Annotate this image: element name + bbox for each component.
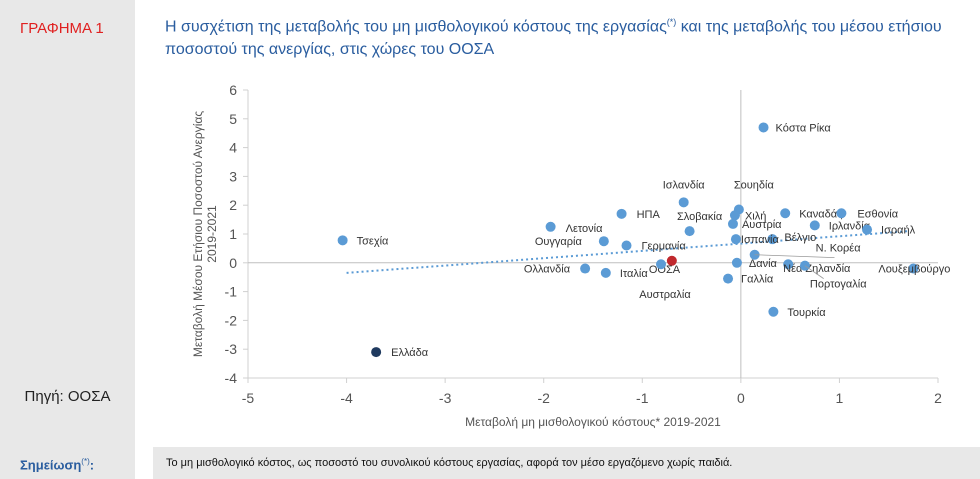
data-point <box>723 273 734 284</box>
data-point-label: Ιρλανδία <box>829 220 871 232</box>
chart-title: Η συσχέτιση της μεταβολής του μη μισθολο… <box>165 11 965 61</box>
y-axis-label-line1: Μεταβολή Μέσου Ετήσιου Ποσοστού Ανεργίας <box>191 111 205 357</box>
data-point <box>666 255 677 266</box>
y-tick-label: -2 <box>225 312 238 328</box>
note-colon: : <box>89 457 95 473</box>
data-point <box>758 122 769 133</box>
data-point-label: Εσθονία <box>857 208 898 220</box>
data-point-label: Καναδάς <box>799 208 842 220</box>
x-tick-label: -4 <box>340 390 353 406</box>
y-tick-label: 4 <box>229 140 237 156</box>
data-point <box>729 210 740 221</box>
data-point <box>598 236 609 247</box>
left-panel <box>0 0 135 447</box>
data-point-label: Δανία <box>749 258 778 270</box>
label-leader-line <box>804 265 824 279</box>
title-footnote-mark: (*) <box>666 17 677 27</box>
label-leader-line <box>754 254 835 259</box>
y-tick-label: 0 <box>229 255 237 271</box>
data-point-label: Τουρκία <box>787 307 826 319</box>
x-tick-label: -3 <box>439 390 452 406</box>
y-tick-label: 2 <box>229 197 237 213</box>
data-point <box>767 234 778 245</box>
data-point <box>862 224 873 235</box>
title-main: Η συσχέτιση της μεταβολής του μη μισθολο… <box>165 18 667 36</box>
data-point-label: Ελλάδα <box>391 347 429 359</box>
data-point <box>783 259 794 270</box>
data-point-label: Χιλή <box>745 210 766 222</box>
data-point <box>727 218 738 229</box>
data-point-label: Κόστα Ρίκα <box>776 122 832 134</box>
y-tick-label: -4 <box>225 370 238 386</box>
data-point <box>768 306 779 317</box>
data-point <box>656 259 667 270</box>
x-tick-label: -1 <box>636 390 649 406</box>
data-point-label: Σουηδία <box>734 180 775 192</box>
x-tick-label: -5 <box>242 390 255 406</box>
data-point <box>809 220 820 231</box>
y-axis-label-line2: 2019-2021 <box>205 205 219 263</box>
data-point <box>780 208 791 219</box>
data-point-label: Ιταλία <box>620 268 649 280</box>
data-point <box>731 257 742 268</box>
note-label-text: Σημείωση <box>20 457 82 473</box>
data-point-label: Γαλλία <box>741 274 774 286</box>
data-point-label: ΗΠΑ <box>637 209 661 221</box>
y-tick-label: 5 <box>229 111 237 127</box>
data-point-label: Ισπανία <box>741 234 780 246</box>
data-point-label: Λετονία <box>566 223 604 235</box>
title-rest: και της μεταβολής του μέσου ετήσιου ποσο… <box>165 18 942 59</box>
trend-line <box>346 230 909 274</box>
data-point-label: Σλοβακία <box>677 211 723 223</box>
y-tick-label: -1 <box>225 284 238 300</box>
x-tick-label: 2 <box>934 390 942 406</box>
data-point-label: Ισραήλ <box>881 225 916 237</box>
x-tick-label: -2 <box>537 390 550 406</box>
data-point <box>600 267 611 278</box>
y-tick-label: 3 <box>229 168 237 184</box>
y-tick-label: 6 <box>229 82 237 98</box>
x-tick-label: 0 <box>737 390 745 406</box>
note-text: Το μη μισθολογικό κόστος, ως ποσοστό του… <box>166 457 733 469</box>
data-point-label: Ουγγαρία <box>535 236 583 248</box>
panel-gap <box>135 0 153 447</box>
data-point <box>684 226 695 237</box>
data-point-label: Νέα Ζηλανδία <box>783 263 851 275</box>
data-point <box>371 347 382 358</box>
footer-left <box>0 447 135 479</box>
data-point-label: Ν. Κορέα <box>816 243 862 255</box>
x-tick-label: 1 <box>836 390 844 406</box>
footer-right <box>153 447 980 479</box>
data-point <box>730 234 741 245</box>
data-point-label: Πορτογαλία <box>810 279 867 291</box>
data-point-label: Αυστρία <box>742 219 782 231</box>
data-point <box>337 235 348 246</box>
data-point <box>621 240 632 251</box>
chart-header <box>153 0 980 62</box>
data-point-label: Ολλανδία <box>524 264 571 276</box>
data-point-label: Λουξεμβούργο <box>878 264 950 276</box>
data-point-label: Τσεχία <box>357 235 389 247</box>
data-point <box>678 197 689 208</box>
data-point <box>908 263 919 274</box>
data-point-label: Γερμανία <box>642 241 687 253</box>
y-tick-label: -3 <box>225 341 238 357</box>
data-point-label: Βέλγιο <box>784 232 816 244</box>
note-footnote-mark: (*) <box>81 457 90 466</box>
plot-panel <box>153 62 980 447</box>
data-point <box>616 208 627 219</box>
data-point <box>836 208 847 219</box>
figure-label: ΓΡΑΦΗΜΑ 1 <box>20 20 104 37</box>
source-label: Πηγή: ΟΟΣΑ <box>24 388 111 405</box>
data-point-label: Ισλανδία <box>663 179 706 191</box>
data-point <box>580 263 591 274</box>
x-axis-label: Μεταβολή μη μισθολογικού κόστους* 2019-2… <box>465 415 721 429</box>
y-tick-label: 1 <box>229 226 237 242</box>
data-point <box>545 221 556 232</box>
data-point-label: Αυστραλία <box>639 289 691 301</box>
note-label: Σημείωση(*): <box>20 457 94 472</box>
